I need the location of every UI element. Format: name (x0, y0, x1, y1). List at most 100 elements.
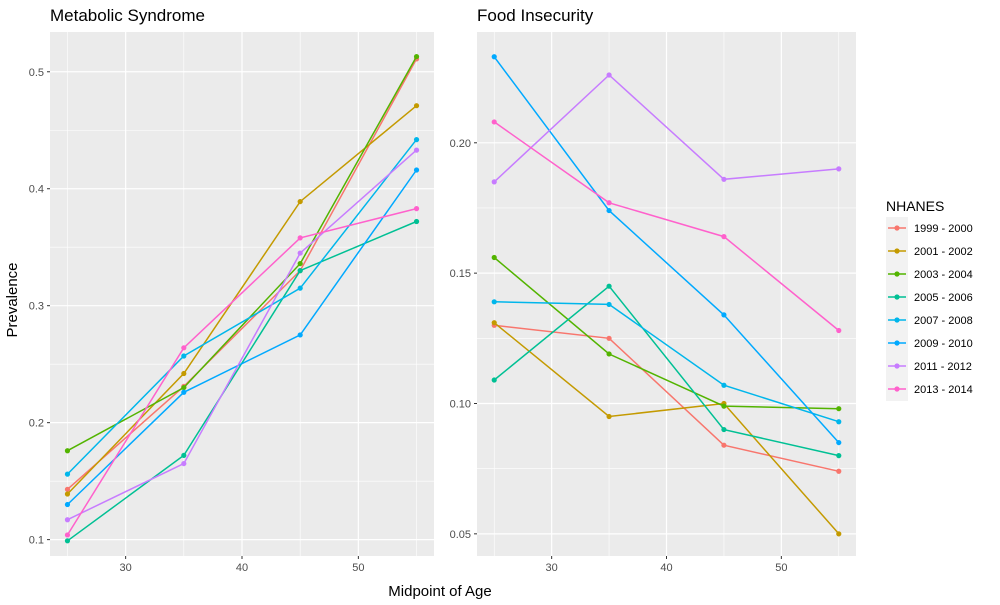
data-point (64, 486, 71, 492)
series-line-2011-2012 (67, 149, 417, 521)
y-tick-label: 0.10 (450, 398, 471, 410)
series-line-2001-2002 (66, 105, 417, 495)
data-point (491, 299, 497, 305)
legend-title: NHANES (886, 198, 944, 214)
data-point (297, 235, 303, 241)
data-point (606, 72, 612, 78)
data-point (721, 426, 727, 433)
data-point (606, 335, 612, 341)
y-tick-label: 0.15 (450, 268, 471, 280)
legend-key-background (886, 217, 908, 401)
y-tick-label: 0.4 (29, 184, 44, 196)
series-line-2005-2006 (493, 285, 839, 457)
legend-key-point (894, 363, 900, 369)
x-tick-label: 30 (546, 562, 558, 574)
y-tick-label: 0.5 (29, 67, 44, 79)
data-point (606, 413, 612, 420)
data-point (606, 283, 612, 289)
data-point (181, 370, 187, 377)
data-point (181, 345, 187, 351)
data-point (491, 179, 497, 185)
data-point (297, 250, 303, 256)
data-point (64, 532, 71, 538)
data-point (413, 167, 420, 173)
data-point (606, 207, 612, 214)
data-point (836, 468, 842, 474)
x-axis-title: Midpoint of Age (388, 583, 491, 600)
series-line-2007-2008 (494, 301, 840, 423)
data-point (297, 260, 303, 267)
y-tick-label: 0.2 (29, 418, 44, 430)
x-tick-label: 40 (236, 562, 248, 574)
data-point (721, 176, 727, 182)
series-line-1999-2000 (67, 58, 418, 490)
legend-key-point (894, 294, 900, 300)
x-tick-label: 30 (120, 562, 132, 574)
data-point (297, 268, 303, 274)
data-point (836, 166, 842, 172)
legend-key-point (894, 248, 900, 254)
data-point (64, 538, 71, 544)
data-point (413, 147, 420, 153)
legend-key-point (894, 225, 900, 231)
data-point (64, 448, 71, 454)
data-point (491, 377, 497, 383)
x-tick-label: 50 (352, 562, 364, 574)
data-point (606, 200, 612, 206)
data-point (181, 389, 187, 395)
legend: NHANES 1999 - 2000 2001 - 2002 2003 - 2004… (886, 198, 973, 401)
data-point (491, 54, 497, 60)
legend-label: 2011 - 2012 (914, 361, 972, 373)
data-point (297, 285, 303, 291)
series-line-2007-2008 (66, 139, 418, 475)
data-point (836, 531, 842, 537)
data-point (721, 234, 727, 240)
data-point (836, 406, 842, 412)
series-line-2003-2004 (67, 56, 418, 452)
data-point (297, 198, 303, 205)
series-line-2003-2004 (493, 256, 839, 410)
y-tick-label: 0.1 (29, 535, 44, 547)
data-point (181, 452, 187, 459)
series-line-2009-2010 (493, 56, 840, 444)
y-axis-title: Prevalence (4, 262, 21, 337)
data-point (181, 384, 187, 391)
data-point (836, 419, 842, 425)
legend-label: 2005 - 2006 (914, 292, 973, 304)
data-point (836, 327, 842, 334)
data-point (836, 439, 842, 446)
legend-key-point (894, 340, 900, 346)
data-point (413, 53, 420, 60)
panel-title-metabolic-syndrome: Metabolic Syndrome (50, 6, 205, 25)
x-tick-label: 50 (775, 562, 787, 574)
legend-label: 2013 - 2014 (914, 384, 973, 396)
data-point (606, 301, 612, 308)
panel-food-insecurity: Food Insecurity 0.05 0.10 0.15 0.20 30 40 50 (450, 6, 856, 574)
data-point (606, 351, 612, 357)
data-point (64, 471, 71, 477)
panel-title-food-insecurity: Food Insecurity (477, 6, 594, 25)
legend-label: 2001 - 2002 (914, 246, 973, 258)
legend-key-point (894, 386, 900, 392)
data-point (721, 312, 727, 318)
legend-label: 2003 - 2004 (914, 269, 973, 281)
legend-label: 2009 - 2010 (914, 338, 973, 350)
data-point (413, 218, 420, 225)
y-tick-label: 0.3 (29, 301, 44, 313)
data-point (181, 460, 187, 467)
y-tick-label: 0.20 (450, 138, 471, 150)
series-line-1999-2000 (494, 324, 839, 473)
data-point (297, 332, 303, 338)
data-point (64, 517, 71, 523)
series-line-2009-2010 (66, 169, 418, 506)
series-line-2013-2014 (493, 121, 840, 332)
data-point (721, 403, 727, 409)
data-point (64, 491, 71, 497)
data-point (721, 382, 727, 388)
series-line-2013-2014 (66, 207, 417, 536)
data-point (491, 119, 497, 125)
data-point (181, 353, 187, 359)
legend-label: 1999 - 2000 (914, 223, 973, 235)
